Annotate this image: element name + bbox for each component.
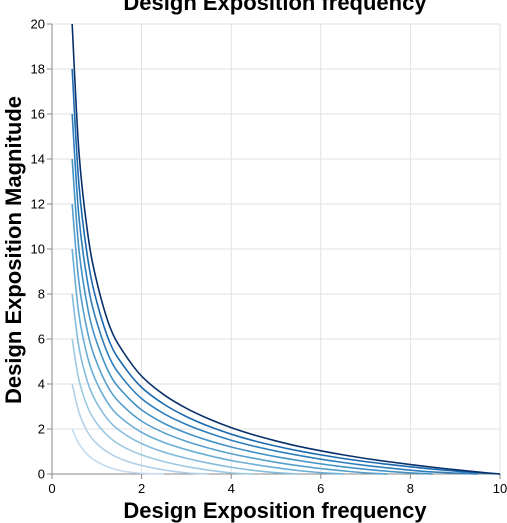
y-tick-labels: 0 2 4 6 8 10 12 14 16 18 20 xyxy=(31,17,45,482)
x-tick-label: 6 xyxy=(317,481,324,496)
series-line-4 xyxy=(71,293,299,475)
y-axis-title: Design Exposition Magnitude xyxy=(1,96,26,404)
series-line-3 xyxy=(71,338,254,475)
series-line-2 xyxy=(71,383,209,475)
x-tick-label: 4 xyxy=(228,481,235,496)
series-line-10 xyxy=(71,23,501,475)
y-tick-label: 12 xyxy=(31,197,45,212)
y-tick-label: 4 xyxy=(38,377,45,392)
series-group xyxy=(71,23,501,475)
x-tick-label: 2 xyxy=(138,481,145,496)
x-tick-label: 0 xyxy=(48,481,55,496)
series-line-9 xyxy=(71,68,501,475)
y-tick-label: 16 xyxy=(31,107,45,122)
y-tick-label: 20 xyxy=(31,17,45,32)
series-line-7 xyxy=(71,158,433,475)
series-line-1 xyxy=(71,428,165,475)
x-tick-labels: 0 2 4 6 8 10 xyxy=(48,481,507,496)
axes xyxy=(47,23,501,479)
x-tick-label: 10 xyxy=(493,481,507,496)
y-tick-label: 8 xyxy=(38,287,45,302)
y-tick-label: 10 xyxy=(31,242,45,257)
series-line-6 xyxy=(71,203,389,475)
grid xyxy=(51,23,501,475)
y-tick-label: 0 xyxy=(38,467,45,482)
y-tick-label: 2 xyxy=(38,422,45,437)
x-axis-title: Design Exposition frequency xyxy=(123,498,427,523)
series-line-5 xyxy=(71,248,344,475)
chart-title: Design Exposition frequency xyxy=(123,0,427,15)
y-tick-label: 6 xyxy=(38,332,45,347)
y-tick-label: 18 xyxy=(31,62,45,77)
series-line-8 xyxy=(71,113,478,475)
x-tick-label: 8 xyxy=(407,481,414,496)
y-tick-label: 14 xyxy=(31,152,45,167)
